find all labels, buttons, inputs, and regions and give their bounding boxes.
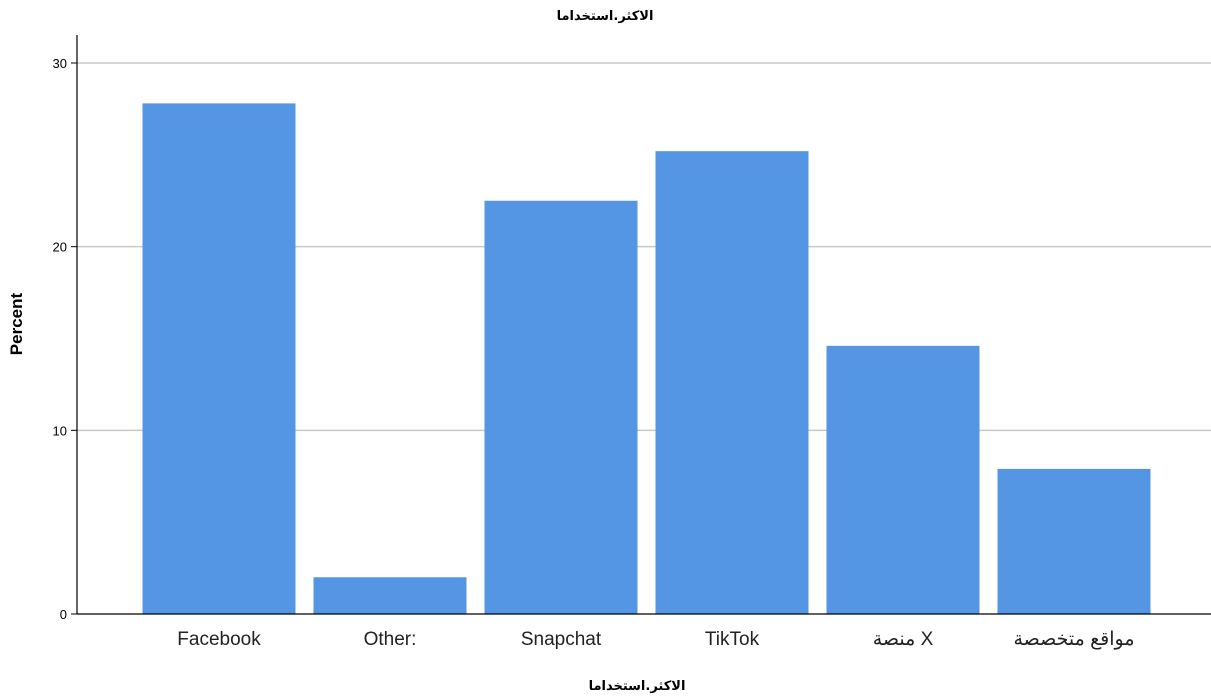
x-tick-label-4: منصة X bbox=[873, 629, 934, 650]
y-tick-label-30: 30 bbox=[53, 56, 67, 71]
bar-3 bbox=[655, 151, 809, 614]
x-tick-label-1: Other: bbox=[364, 629, 417, 650]
bar-5 bbox=[997, 468, 1151, 614]
bar-2 bbox=[484, 200, 638, 614]
x-tick-label-3: TikTok bbox=[705, 629, 760, 650]
axes bbox=[76, 35, 1211, 615]
y-tick-labels: 0 10 20 30 bbox=[53, 56, 77, 622]
y-axis-title: Percent bbox=[7, 292, 26, 355]
y-tick-label-10: 10 bbox=[53, 423, 67, 438]
x-tick-labels: Facebook Other: Snapchat TikTok منصة X مواقع … bbox=[177, 629, 1134, 650]
y-tick-label-0: 0 bbox=[60, 607, 67, 622]
bars bbox=[142, 103, 1151, 614]
y-tick-label-20: 20 bbox=[53, 240, 67, 255]
x-tick-label-0: Facebook bbox=[177, 629, 261, 650]
x-tick-label-5: مواقع متخصصة bbox=[1013, 629, 1134, 650]
bar-0 bbox=[142, 103, 296, 614]
bar-1 bbox=[313, 577, 467, 614]
bar-4 bbox=[826, 345, 980, 614]
x-tick-label-2: Snapchat bbox=[521, 629, 602, 650]
chart-title: الاكثر.استخداما bbox=[557, 9, 654, 24]
x-axis-title: الاكثر.استخداما bbox=[589, 679, 686, 694]
